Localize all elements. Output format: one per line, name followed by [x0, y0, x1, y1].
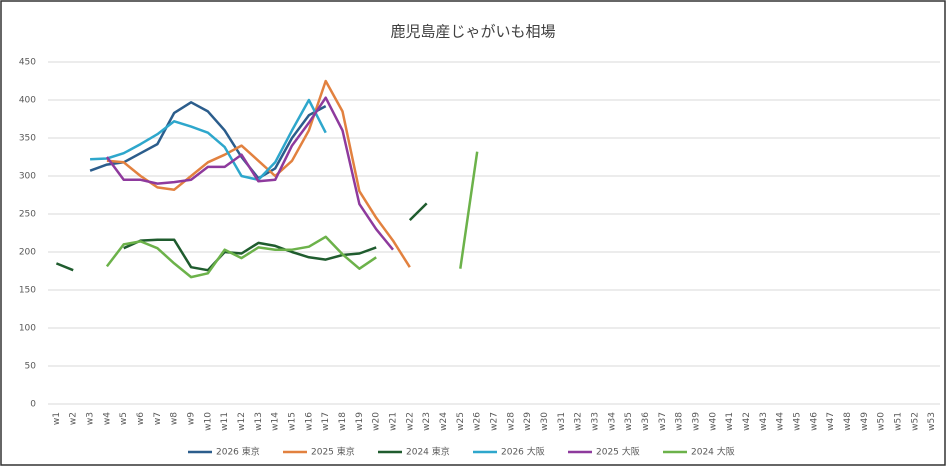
legend-label: 2026 大阪 — [501, 446, 545, 458]
x-tick-label: w18 — [338, 412, 348, 431]
x-tick-label: w4 — [102, 412, 112, 425]
x-tick-label: w9 — [187, 412, 197, 425]
y-tick-label: 300 — [19, 172, 36, 182]
x-tick-label: w47 — [826, 412, 836, 431]
x-tick-label: w21 — [389, 412, 399, 431]
x-tick-label: w46 — [809, 412, 819, 431]
x-tick-label: w2 — [69, 412, 79, 425]
legend-label: 2024 大阪 — [691, 446, 735, 458]
x-tick-label: w10 — [203, 412, 213, 431]
x-tick-label: w8 — [170, 412, 180, 425]
x-tick-label: w24 — [439, 412, 449, 431]
x-tick-label: w17 — [321, 412, 331, 431]
x-tick-label: w15 — [288, 412, 298, 431]
x-tick-label: w37 — [658, 412, 668, 431]
x-tick-label: w5 — [119, 412, 129, 425]
series-line — [105, 151, 479, 279]
x-tick-label: w1 — [52, 412, 62, 425]
y-tick-label: 350 — [19, 134, 36, 144]
legend-label: 2025 東京 — [311, 446, 355, 458]
x-tick-label: w29 — [523, 412, 533, 431]
y-tick-label: 150 — [19, 286, 36, 296]
x-tick-label: w30 — [540, 412, 550, 431]
x-tick-label: w20 — [372, 412, 382, 431]
x-tick-label: w33 — [590, 412, 600, 431]
x-tick-label: w38 — [675, 412, 685, 431]
x-tick-label: w40 — [708, 412, 718, 431]
x-tick-label: w45 — [792, 412, 802, 431]
y-tick-label: 100 — [19, 324, 36, 334]
series-line — [90, 98, 327, 182]
x-tick-label: w13 — [254, 412, 264, 431]
x-tick-label: w12 — [237, 412, 247, 431]
x-tick-label: w43 — [759, 412, 769, 431]
x-tick-label: w26 — [473, 412, 483, 431]
x-tick-label: w22 — [405, 412, 415, 431]
x-tick-label: w39 — [691, 412, 701, 431]
legend-label: 2026 東京 — [216, 446, 260, 458]
x-tick-label: w52 — [910, 412, 920, 431]
y-tick-label: 250 — [19, 210, 36, 220]
x-tick-label: w35 — [624, 412, 634, 431]
x-tick-label: w27 — [490, 412, 500, 431]
series-line — [55, 202, 428, 272]
series-line — [105, 96, 394, 251]
x-tick-label: w49 — [860, 412, 870, 431]
chart-title: 鹿児島産じゃがいも相場 — [390, 23, 555, 41]
x-tick-label: w44 — [776, 412, 786, 431]
x-tick-label: w34 — [607, 412, 617, 431]
y-tick-label: 400 — [19, 96, 36, 106]
x-tick-label: w7 — [153, 412, 163, 425]
x-tick-label: w14 — [271, 412, 281, 431]
x-tick-label: w51 — [893, 412, 903, 431]
x-tick-label: w36 — [641, 412, 651, 431]
x-tick-label: w31 — [557, 412, 567, 431]
x-tick-label: w42 — [742, 412, 752, 431]
y-tick-label: 200 — [19, 248, 36, 258]
legend-label: 2024 東京 — [406, 446, 450, 458]
x-tick-label: w19 — [355, 412, 365, 431]
x-tick-label: w3 — [86, 412, 96, 425]
y-tick-label: 450 — [19, 58, 36, 68]
x-tick-label: w50 — [877, 412, 887, 431]
x-tick-label: w6 — [136, 412, 146, 425]
x-tick-label: w16 — [304, 412, 314, 431]
y-tick-label: 50 — [25, 362, 37, 372]
x-tick-label: w48 — [843, 412, 853, 431]
x-tick-label: w41 — [725, 412, 735, 431]
x-tick-label: w25 — [456, 412, 466, 431]
y-tick-label: 0 — [30, 400, 36, 410]
x-tick-label: w11 — [220, 412, 230, 431]
series-line — [89, 101, 327, 180]
legend-label: 2025 大阪 — [596, 446, 640, 458]
x-tick-label: w53 — [927, 412, 937, 431]
x-tick-label: w23 — [422, 412, 432, 431]
x-tick-label: w28 — [506, 412, 516, 431]
series-line — [106, 79, 411, 268]
x-tick-label: w32 — [574, 412, 584, 431]
